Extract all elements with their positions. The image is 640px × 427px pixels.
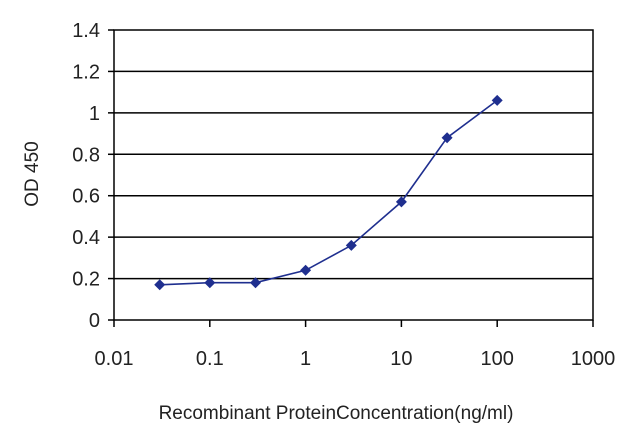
data-point <box>250 277 262 289</box>
gridlines <box>114 70 593 280</box>
y-tick-label: 0 <box>89 310 100 332</box>
y-tick-label: 1 <box>89 103 100 125</box>
y-tick-labels: 0 0.2 0.4 0.6 0.8 1 1.2 1.4 <box>72 20 100 332</box>
x-tick-label: 0.1 <box>196 348 224 370</box>
data-point <box>204 277 216 289</box>
y-tick-label: 0.2 <box>72 269 100 291</box>
data-point <box>154 279 166 291</box>
y-tick-label: 1.4 <box>72 20 100 42</box>
x-tick-label: 0.01 <box>95 348 134 370</box>
y-tick-label: 0.8 <box>72 144 100 166</box>
y-tick-label: 0.6 <box>72 186 100 208</box>
y-tick-label: 1.2 <box>72 61 100 83</box>
y-tick-label: 0.4 <box>72 227 100 249</box>
x-axis-title: Recombinant ProteinConcentration(ng/ml) <box>159 403 514 424</box>
data-point <box>345 239 357 251</box>
series-layer <box>154 94 503 291</box>
y-axis-title: OD 450 <box>22 141 43 206</box>
data-point <box>491 94 503 106</box>
x-tick-label: 100 <box>481 348 514 370</box>
x-tick-label: 10 <box>390 348 412 370</box>
x-tick-labels: 0.01 0.1 1 10 100 1000 <box>95 348 616 370</box>
data-point <box>300 264 312 276</box>
plot-frame <box>113 29 594 321</box>
x-tick-label: 1 <box>300 348 311 370</box>
axis-ticks <box>108 29 594 327</box>
data-point <box>395 196 407 208</box>
series-line <box>159 99 498 286</box>
x-tick-label: 1000 <box>571 348 616 370</box>
data-point <box>441 132 453 144</box>
